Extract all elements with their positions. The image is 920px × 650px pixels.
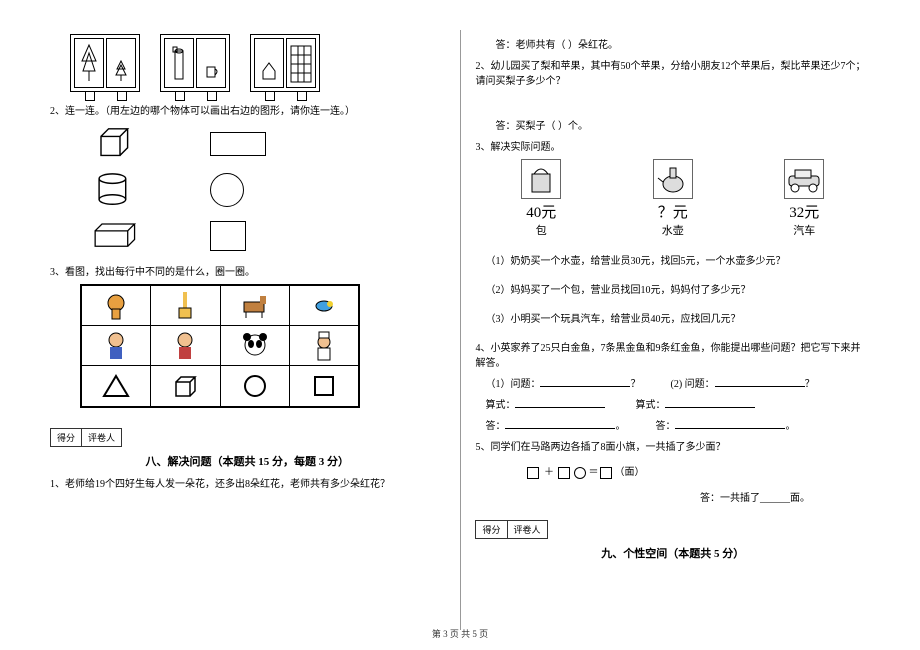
match-shapes bbox=[50, 125, 445, 255]
kettle-name: 水壶 bbox=[653, 222, 693, 238]
bag-name: 包 bbox=[521, 222, 561, 238]
item-kettle: ？元 水壶 bbox=[653, 159, 693, 238]
q4-formulas: 算式： 算式： bbox=[485, 396, 870, 411]
suanshi-2: 算式： bbox=[635, 396, 755, 411]
pair-2 bbox=[160, 34, 230, 92]
q3-1: （1）奶奶买一个水壶，给营业员30元，找回5元，一个水壶多少元？ bbox=[485, 252, 870, 267]
thermos-icon bbox=[164, 38, 194, 88]
boy2-icon bbox=[151, 326, 220, 365]
bag-price: 40元 bbox=[521, 201, 561, 222]
answer-1: 答：老师共有（ ）朵红花。 bbox=[495, 36, 870, 51]
left-column: 2、连一连。（用左边的哪个物体可以画出右边的图形，请你连一连。） 3、看图，找出… bbox=[40, 30, 455, 620]
car-price: 32元 bbox=[784, 201, 824, 222]
score-label: 得分 bbox=[51, 429, 82, 446]
score-box-8: 得分 评卷人 bbox=[50, 428, 122, 447]
q4-right: 4、小英家养了25只白金鱼，7条黑金鱼和9条红金鱼，你能提出哪些问题？把它写下来… bbox=[475, 339, 870, 369]
panda-icon bbox=[221, 326, 290, 365]
car-icon bbox=[784, 159, 824, 199]
score-label-9: 得分 bbox=[476, 521, 507, 538]
odd-row-3 bbox=[82, 366, 358, 406]
square-small-icon bbox=[290, 366, 358, 406]
shopping-items: 40元 包 ？元 水壶 32元 汽车 bbox=[475, 159, 870, 238]
da-1: 答：。 bbox=[485, 417, 625, 432]
grader-label: 评卷人 bbox=[82, 429, 121, 446]
section-8-title: 八、解决问题（本题共 15 分，每题 3 分） bbox=[50, 453, 445, 469]
item-car: 32元 汽车 bbox=[784, 159, 824, 238]
grader-label-9: 评卷人 bbox=[508, 521, 547, 538]
score-box-9: 得分 评卷人 bbox=[475, 520, 547, 539]
odd-row-1 bbox=[82, 286, 358, 326]
cuboid-icon bbox=[90, 217, 150, 255]
q5-equation: ＋ ＝（面） bbox=[525, 463, 870, 479]
q4-col1: （1）问题：？ bbox=[485, 375, 640, 390]
giraffe-icon bbox=[151, 286, 220, 325]
boy1-icon bbox=[82, 326, 151, 365]
circle-small-icon bbox=[221, 366, 290, 406]
q8-1: 1、老师给19个四好生每人发一朵花，还多出8朵红花，老师共有多少朵红花？ bbox=[50, 475, 445, 490]
horse-icon bbox=[221, 286, 290, 325]
q4-answers: 答：。 答：。 bbox=[485, 417, 870, 432]
q4-col2: (2) 问题：？ bbox=[670, 375, 814, 390]
q2-text: 2、连一连。（用左边的哪个物体可以画出右边的图形，请你连一连。） bbox=[50, 102, 445, 117]
match-row-1 bbox=[90, 125, 445, 163]
kettle-price: ？元 bbox=[653, 201, 693, 222]
right-column: 答：老师共有（ ）朵红花。 2、幼儿园买了梨和苹果，其中有50个苹果，分给小朋友… bbox=[465, 30, 880, 620]
triangle-icon bbox=[82, 366, 151, 406]
cube-small-icon bbox=[151, 366, 220, 406]
suanshi-1: 算式： bbox=[485, 396, 605, 411]
q5-answer: 答：一共插了______面。 bbox=[475, 489, 870, 504]
wenti2-label: (2) 问题： bbox=[670, 379, 714, 390]
q5-right: 5、同学们在马路两边各插了8面小旗，一共插了多少面？ bbox=[475, 438, 870, 453]
chef-icon bbox=[290, 326, 358, 365]
picture-pairs bbox=[70, 34, 445, 92]
q3-3: （3）小明买一个玩具汽车，给营业员40元，应找回几元？ bbox=[485, 310, 870, 325]
q4-questions: （1）问题：？ (2) 问题：？ bbox=[485, 375, 870, 390]
circle-icon bbox=[210, 173, 244, 207]
bird-icon bbox=[290, 286, 358, 325]
car-name: 汽车 bbox=[784, 222, 824, 238]
q3-right: 3、解决实际问题。 bbox=[475, 138, 870, 153]
tree-big-icon bbox=[74, 38, 104, 88]
q3-text: 3、看图，找出每行中不同的是什么，圈一圈。 bbox=[50, 263, 445, 278]
match-row-2 bbox=[90, 171, 445, 209]
cylinder-icon bbox=[90, 171, 150, 209]
cube-icon bbox=[90, 125, 150, 163]
worksheet-page: 2、连一连。（用左边的哪个物体可以画出右边的图形，请你连一连。） 3、看图，找出… bbox=[0, 0, 920, 620]
odd-one-out-table bbox=[80, 284, 360, 408]
rectangle-icon bbox=[210, 132, 266, 156]
cup-icon bbox=[196, 38, 226, 88]
kettle-icon bbox=[653, 159, 693, 199]
wenti-label: 问题： bbox=[510, 379, 540, 390]
tree-small-icon bbox=[106, 38, 136, 88]
match-row-3 bbox=[90, 217, 445, 255]
da-2: 答：。 bbox=[655, 417, 795, 432]
building-icon bbox=[286, 38, 316, 88]
square-icon bbox=[210, 221, 246, 251]
odd-row-2 bbox=[82, 326, 358, 366]
q2-right: 2、幼儿园买了梨和苹果，其中有50个苹果，分给小朋友12个苹果后，梨比苹果还少7… bbox=[475, 57, 870, 87]
section-9-title: 九、个性空间（本题共 5 分） bbox=[475, 545, 870, 561]
house-small-icon bbox=[254, 38, 284, 88]
bag-icon bbox=[521, 159, 561, 199]
lion-icon bbox=[82, 286, 151, 325]
answer-2: 答：买梨子（ ）个。 bbox=[495, 117, 870, 132]
column-divider bbox=[460, 30, 461, 630]
pair-1 bbox=[70, 34, 140, 92]
page-footer: 第 3 页 共 5 页 bbox=[0, 627, 920, 640]
pair-3 bbox=[250, 34, 320, 92]
item-bag: 40元 包 bbox=[521, 159, 561, 238]
q3-2: （2）妈妈买了一个包，营业员找回10元，妈妈付了多少元？ bbox=[485, 281, 870, 296]
